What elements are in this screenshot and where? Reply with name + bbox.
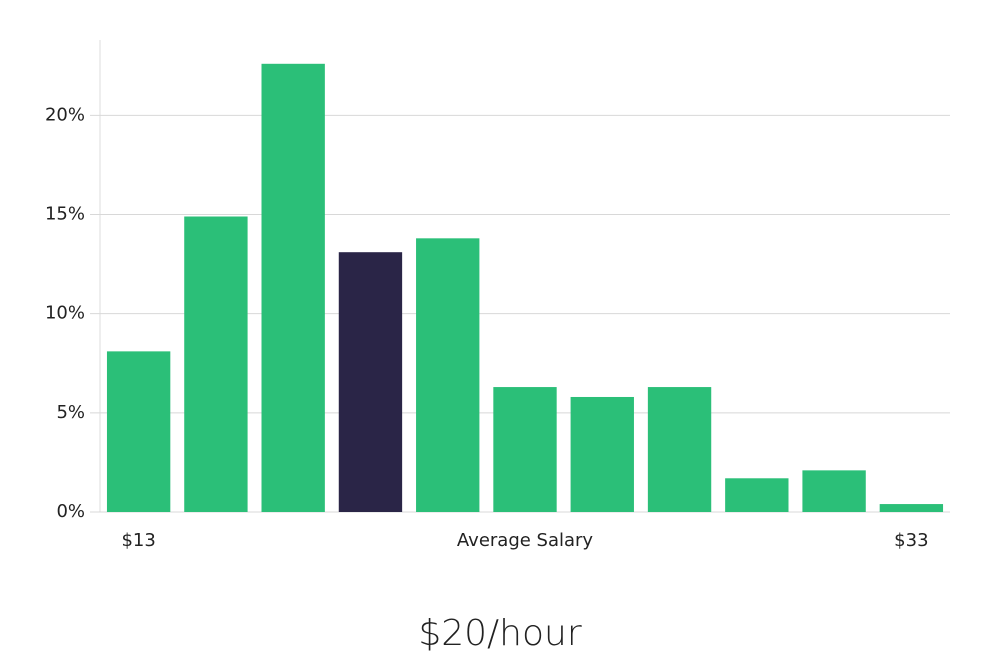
y-tick-label: 0%: [56, 501, 85, 522]
x-tick-label: $13: [121, 530, 155, 551]
bar: [493, 387, 557, 512]
y-tick-label: 10%: [45, 303, 85, 324]
salary-headline: $20/hour: [418, 613, 582, 654]
bar: [338, 252, 403, 513]
y-tick-label: 5%: [56, 402, 85, 423]
bar: [647, 387, 712, 512]
y-tick-label: 15%: [45, 204, 85, 225]
bar: [106, 351, 171, 512]
y-tick-label: 20%: [45, 104, 85, 125]
x-axis-label: Average Salary: [457, 530, 594, 551]
bar: [261, 63, 325, 513]
bar: [184, 216, 248, 512]
bar: [570, 396, 634, 512]
bar: [725, 478, 789, 512]
bar: [802, 470, 866, 512]
x-tick-label: $33: [894, 530, 928, 551]
bar: [879, 504, 944, 512]
bar: [416, 238, 480, 512]
